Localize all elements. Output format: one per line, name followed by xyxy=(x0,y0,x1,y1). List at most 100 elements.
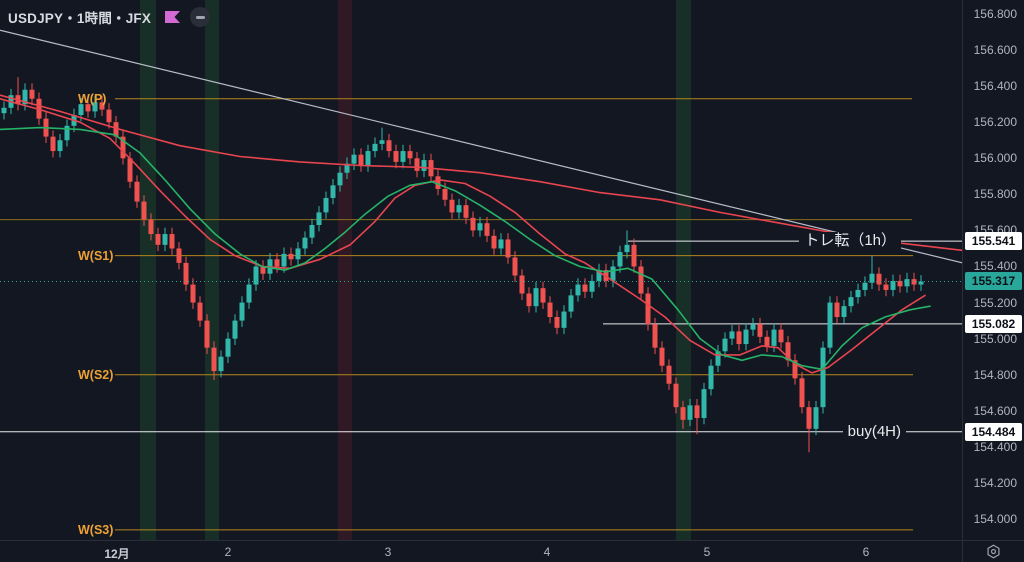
candle-body xyxy=(456,205,462,213)
candle-body xyxy=(855,289,861,298)
candle-body xyxy=(337,172,343,186)
candle-body xyxy=(232,320,238,339)
ma-fast-red xyxy=(0,98,926,374)
candle-body xyxy=(568,295,574,312)
symbol-title[interactable]: USDJPY・1時間・JFX xyxy=(8,11,152,26)
candle-body xyxy=(183,262,189,285)
candle-body xyxy=(526,293,532,307)
chart-legend: USDJPY・1時間・JFX xyxy=(8,7,211,27)
candlestick-plot xyxy=(0,0,962,540)
candle-body xyxy=(435,176,441,189)
candle-body xyxy=(463,205,469,218)
candle-body xyxy=(204,320,210,348)
candle-body xyxy=(197,302,203,321)
candle-body xyxy=(218,356,224,372)
candle-body xyxy=(155,234,161,245)
chart-pane[interactable]: USDJPY・1時間・JFX W(P) W(S1) W(S2) W(S3) トレ転（1h… xyxy=(0,0,962,540)
candle-body xyxy=(918,281,924,285)
candle-body xyxy=(904,279,910,287)
candle-body xyxy=(351,154,357,164)
candle-body xyxy=(694,405,700,418)
candle-body xyxy=(106,109,112,123)
candle-body xyxy=(498,239,504,249)
candle-body xyxy=(22,89,28,105)
candle-body xyxy=(246,284,252,303)
price-tick: 156.800 xyxy=(973,7,1017,21)
candle-body xyxy=(603,270,609,281)
price-tick: 156.200 xyxy=(973,115,1017,130)
pivot-label: W(S2) xyxy=(78,367,114,382)
price-tick: 154.200 xyxy=(973,475,1017,490)
candle-body xyxy=(869,273,875,283)
flag-icon[interactable] xyxy=(165,11,181,23)
candle-body xyxy=(162,234,168,245)
candle-body xyxy=(470,217,476,231)
candle-body xyxy=(491,235,497,249)
candle-body xyxy=(540,288,546,303)
candle-body xyxy=(477,223,483,231)
candle-body xyxy=(148,219,154,235)
session-band-red xyxy=(338,0,352,540)
candle-body xyxy=(841,306,847,317)
candle-body xyxy=(785,342,791,361)
candle-body xyxy=(414,158,420,171)
candle-body xyxy=(344,163,350,173)
level-annotation[interactable]: トレ転（1h） xyxy=(799,232,901,251)
candle-body xyxy=(50,136,56,152)
time-tick: 5 xyxy=(703,545,711,559)
candle-body xyxy=(302,237,308,249)
gear-icon xyxy=(987,544,1000,559)
candle-body xyxy=(120,136,126,159)
candle-body xyxy=(883,284,889,290)
candle-body xyxy=(610,266,616,281)
candle-body xyxy=(631,244,637,267)
level-price-badge: 155.541 xyxy=(965,232,1022,251)
candle-body xyxy=(225,338,231,357)
scale-settings-button[interactable] xyxy=(986,544,1001,559)
candle-body xyxy=(176,248,182,263)
axis-corner xyxy=(962,540,1024,562)
candle-body xyxy=(372,143,378,152)
candle-body xyxy=(505,239,511,258)
time-tick: 2 xyxy=(224,545,232,559)
candle-body xyxy=(323,197,329,213)
candle-body xyxy=(764,336,770,346)
candle-body xyxy=(99,102,105,110)
pivot-label: W(S1) xyxy=(78,248,114,263)
hide-legend-button[interactable] xyxy=(190,7,211,27)
candle-body xyxy=(617,252,623,267)
price-tick: 154.800 xyxy=(973,367,1017,382)
candle-body xyxy=(281,253,287,267)
candle-body xyxy=(1,107,7,114)
candle-body xyxy=(911,279,917,285)
candle-body xyxy=(379,140,385,144)
candle-body xyxy=(820,347,826,408)
candle-body xyxy=(400,151,406,162)
candle-body xyxy=(624,244,630,253)
candle-body xyxy=(652,324,658,348)
candle-body xyxy=(736,331,742,345)
candle-body xyxy=(589,280,595,292)
candle-body xyxy=(92,102,98,112)
candle-body xyxy=(827,302,833,348)
time-axis[interactable]: 12月 2 3 4 5 6 xyxy=(0,540,962,562)
candle-body xyxy=(659,347,665,366)
candle-body xyxy=(386,140,392,152)
level-annotation[interactable]: buy(4H) xyxy=(842,422,906,441)
candle-body xyxy=(85,104,91,112)
price-tick: 156.000 xyxy=(973,151,1017,166)
trendline xyxy=(0,29,962,264)
session-band-green xyxy=(205,0,219,540)
candle-body xyxy=(596,270,602,281)
candle-body xyxy=(722,338,728,352)
ma-slow-red xyxy=(0,94,962,252)
price-tick: 154.000 xyxy=(973,511,1017,526)
price-axis[interactable]: 156.800 156.600 156.400 156.200 156.000 155.8… xyxy=(962,0,1024,540)
candle-body xyxy=(554,316,560,328)
candle-body xyxy=(638,266,644,294)
candle-body xyxy=(169,234,175,249)
candle-body xyxy=(211,347,217,372)
candle-body xyxy=(862,282,868,290)
candle-body xyxy=(876,273,882,285)
candle-body xyxy=(29,89,35,99)
